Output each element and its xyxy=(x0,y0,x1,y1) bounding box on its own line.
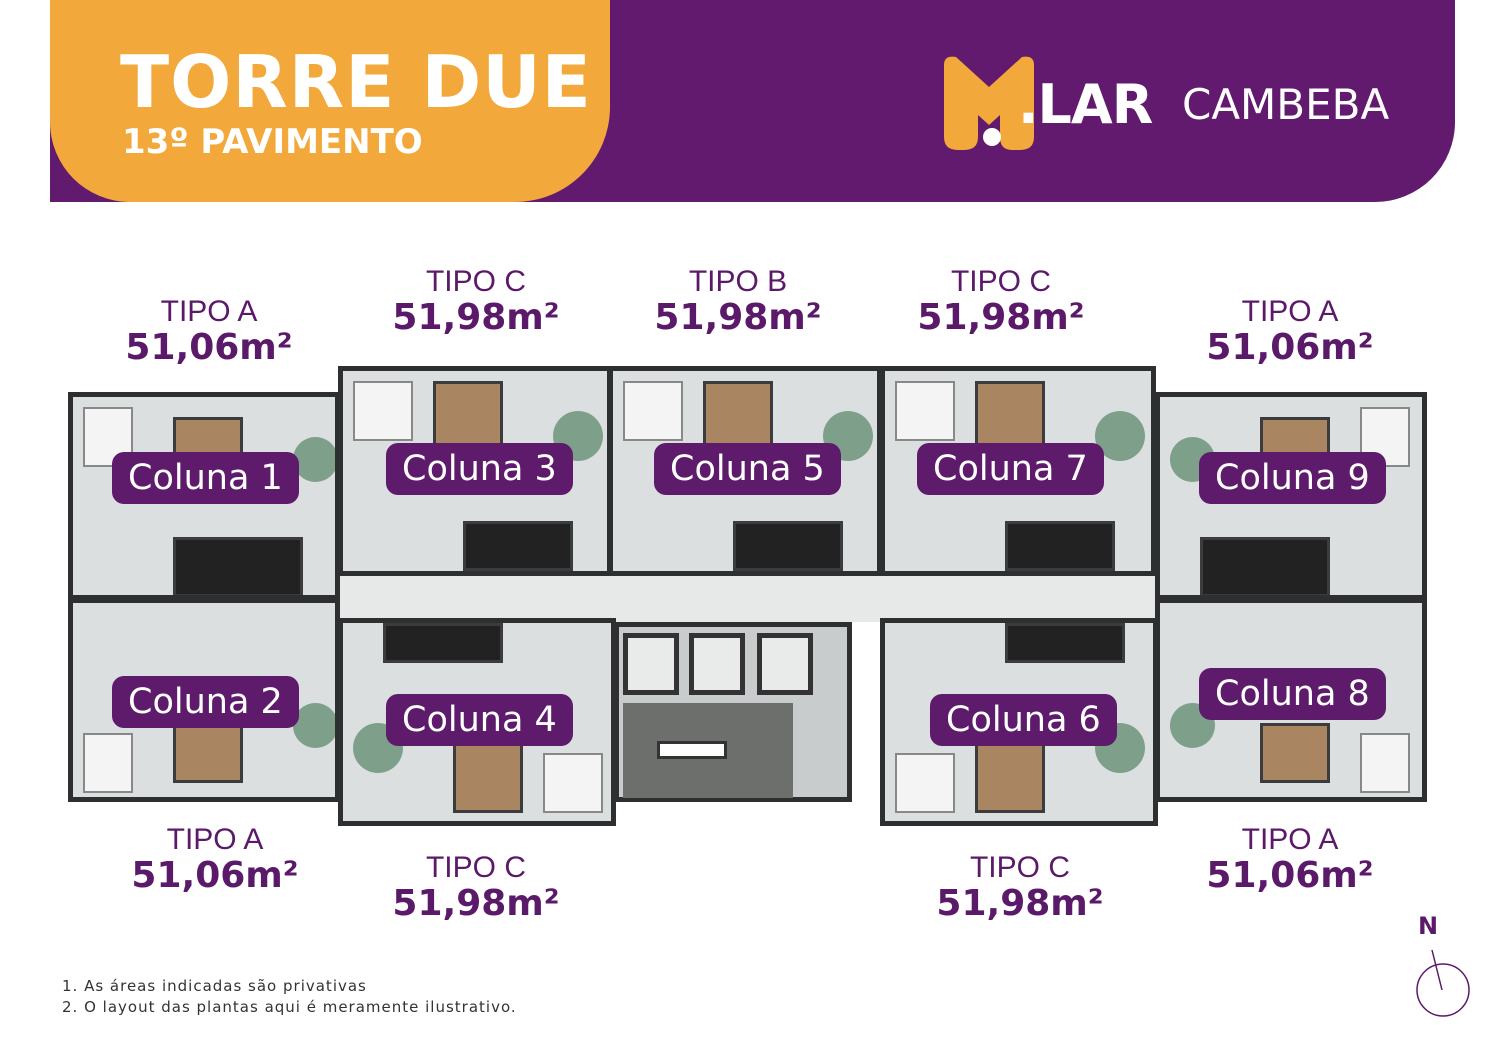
logo-name: CAMBEBA xyxy=(1182,80,1390,129)
column-label-6: Coluna 6 xyxy=(930,694,1117,746)
elevator xyxy=(623,633,679,695)
type-label-7: TIPO C 51,98m² xyxy=(917,265,1085,338)
logo: .LAR CAMBEBA xyxy=(930,55,1400,155)
footnote: 1. As áreas indicadas são privativas xyxy=(62,977,367,995)
column-label-9: Coluna 9 xyxy=(1199,452,1386,504)
north-arrow-icon: N xyxy=(1410,912,1476,1022)
type-label-8: TIPO A 51,06m² xyxy=(1206,823,1374,896)
column-label-2: Coluna 2 xyxy=(112,676,299,728)
floor-subtitle: 13º PAVIMENTO xyxy=(122,122,423,162)
type-label-2: TIPO A 51,06m² xyxy=(131,823,299,896)
column-label-4: Coluna 4 xyxy=(386,694,573,746)
tower-title: TORRE DUE xyxy=(120,40,592,124)
logo-brand: .LAR xyxy=(1018,73,1153,136)
stairwell xyxy=(623,703,793,798)
elevator xyxy=(757,633,813,695)
column-label-8: Coluna 8 xyxy=(1199,668,1386,720)
elevator xyxy=(689,633,745,695)
corridor xyxy=(300,574,1190,622)
column-label-3: Coluna 3 xyxy=(386,443,573,495)
column-label-7: Coluna 7 xyxy=(917,443,1104,495)
type-label-3: TIPO C 51,98m² xyxy=(392,265,560,338)
type-label-1: TIPO A 51,06m² xyxy=(125,295,293,368)
type-label-6: TIPO C 51,98m² xyxy=(936,851,1104,924)
title-block xyxy=(50,0,610,202)
building-core xyxy=(614,622,852,802)
logo-m-mark xyxy=(944,56,1034,150)
type-label-9: TIPO A 51,06m² xyxy=(1206,295,1374,368)
type-label-5: TIPO B 51,98m² xyxy=(654,265,822,338)
column-label-5: Coluna 5 xyxy=(654,443,841,495)
footnote: 2. O layout das plantas aqui é meramente… xyxy=(62,998,517,1016)
column-label-1: Coluna 1 xyxy=(112,452,299,504)
type-label-4: TIPO C 51,98m² xyxy=(392,851,560,924)
footnotes: 1. As áreas indicadas são privativas 2. … xyxy=(62,976,517,1018)
compass-label: N xyxy=(1418,912,1439,940)
